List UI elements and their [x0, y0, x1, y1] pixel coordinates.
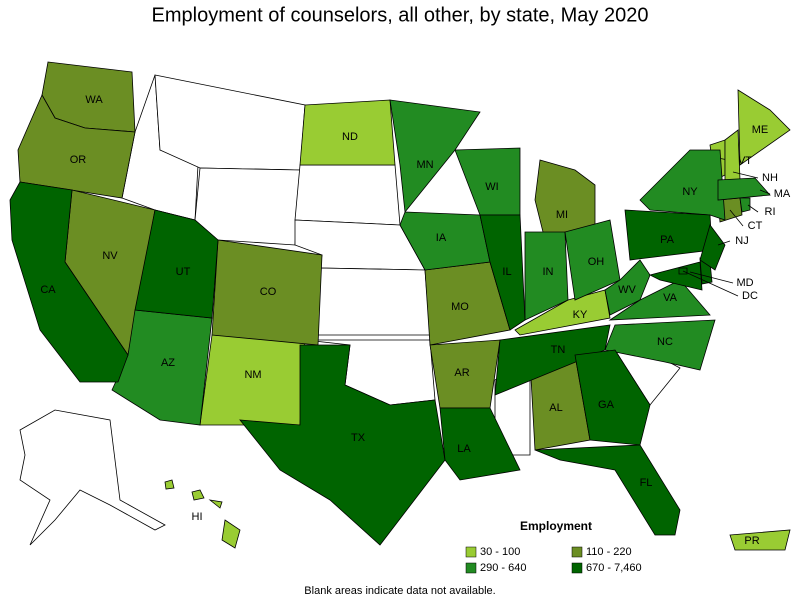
- state-label: UT: [176, 266, 191, 278]
- state-shape: [479, 214, 526, 331]
- state-shape: [494, 324, 611, 396]
- state-shape: [9, 181, 129, 383]
- legend-label: 110 - 220: [586, 546, 632, 558]
- state-label: MA: [774, 188, 791, 200]
- state-label: VA: [663, 292, 678, 304]
- state-shape: [524, 231, 569, 321]
- state-shape: [389, 99, 481, 214]
- state-label: IN: [543, 266, 554, 278]
- state-label: LA: [457, 443, 471, 455]
- state-shape: [729, 529, 791, 551]
- state-shape: [194, 167, 301, 246]
- state-label: MI: [556, 209, 568, 221]
- state-label: AR: [454, 367, 469, 379]
- state-label: MO: [451, 301, 469, 313]
- state-label: ND: [342, 131, 358, 143]
- state-label: PA: [660, 234, 675, 246]
- state-shape: [604, 319, 716, 371]
- state-label: WV: [618, 284, 636, 296]
- state-label: IL: [502, 266, 511, 278]
- state-shape: [399, 211, 491, 271]
- states: ND NM KY ME VT NH PR HI WA OR NV CO MO AR AL MI CT MN WI IA…: [9, 61, 791, 551]
- state-shape: [737, 89, 791, 166]
- state-label: AZ: [161, 357, 175, 369]
- legend-title: Employment: [520, 519, 592, 533]
- state-label: RI: [765, 206, 776, 218]
- state-label: NJ: [735, 235, 748, 247]
- state-label: HI: [192, 511, 203, 523]
- state-label: NY: [682, 186, 698, 198]
- state-label: OH: [588, 256, 605, 268]
- state-label: FL: [640, 477, 653, 489]
- leader-line: [747, 204, 759, 213]
- map-title: Employment of counselors, all other, by …: [152, 4, 649, 26]
- state-label: IA: [436, 232, 447, 244]
- state-shape: [639, 149, 726, 221]
- leader-line: [729, 209, 744, 227]
- state-shape: [317, 267, 431, 336]
- legend-label: 30 - 100: [480, 546, 520, 558]
- state-shape: [19, 409, 166, 546]
- state-shape: [164, 479, 241, 549]
- legend-swatch: [571, 546, 583, 558]
- leader-line: [717, 240, 731, 246]
- leader-line: [732, 171, 759, 179]
- state-label: KY: [573, 309, 588, 321]
- legend: 30 - 100 110 - 220 290 - 640 670 - 7,460: [465, 546, 642, 574]
- state-shape: [294, 164, 401, 226]
- state-label: OR: [70, 154, 87, 166]
- state-shape: [299, 99, 396, 166]
- state-label: CO: [260, 286, 277, 298]
- state-label: VT: [738, 155, 752, 167]
- state-shape: [574, 349, 651, 446]
- footnote: Blank areas indicate data not available.: [304, 585, 495, 597]
- legend-label: 290 - 640: [480, 562, 526, 574]
- leader-line: [759, 189, 771, 195]
- state-shape: [439, 407, 521, 481]
- state-shape: [699, 224, 726, 271]
- state-label: ME: [752, 124, 769, 136]
- state-label: WI: [485, 181, 498, 193]
- state-label: TX: [351, 432, 366, 444]
- state-label: WA: [85, 94, 103, 106]
- state-label: MN: [416, 159, 433, 171]
- state-label: NH: [762, 172, 778, 184]
- state-shape: [717, 177, 771, 201]
- state-label: NV: [102, 250, 118, 262]
- state-shape: [534, 444, 681, 536]
- state-label: NC: [657, 336, 673, 348]
- state-label: GA: [598, 399, 615, 411]
- legend-swatch: [465, 546, 477, 558]
- state-label: AL: [549, 402, 562, 414]
- state-shape: [739, 197, 751, 213]
- state-shape: [154, 74, 306, 171]
- state-label: MD: [736, 277, 753, 289]
- state-label: CA: [40, 284, 56, 296]
- state-shape: [17, 94, 136, 199]
- state-shape: [648, 261, 703, 291]
- legend-swatch: [465, 562, 477, 574]
- state-label: PR: [744, 535, 759, 547]
- legend-label: 670 - 7,460: [586, 562, 642, 574]
- state-shape: [239, 344, 446, 546]
- legend-swatch: [571, 562, 583, 574]
- state-label: NM: [244, 369, 261, 381]
- state-shape: [724, 129, 741, 181]
- leader-line: [689, 271, 734, 284]
- leader-line: [682, 270, 739, 297]
- state-label: TN: [551, 344, 566, 356]
- state-label: DC: [742, 290, 758, 302]
- state-shape: [134, 209, 219, 319]
- state-label: CT: [748, 220, 763, 232]
